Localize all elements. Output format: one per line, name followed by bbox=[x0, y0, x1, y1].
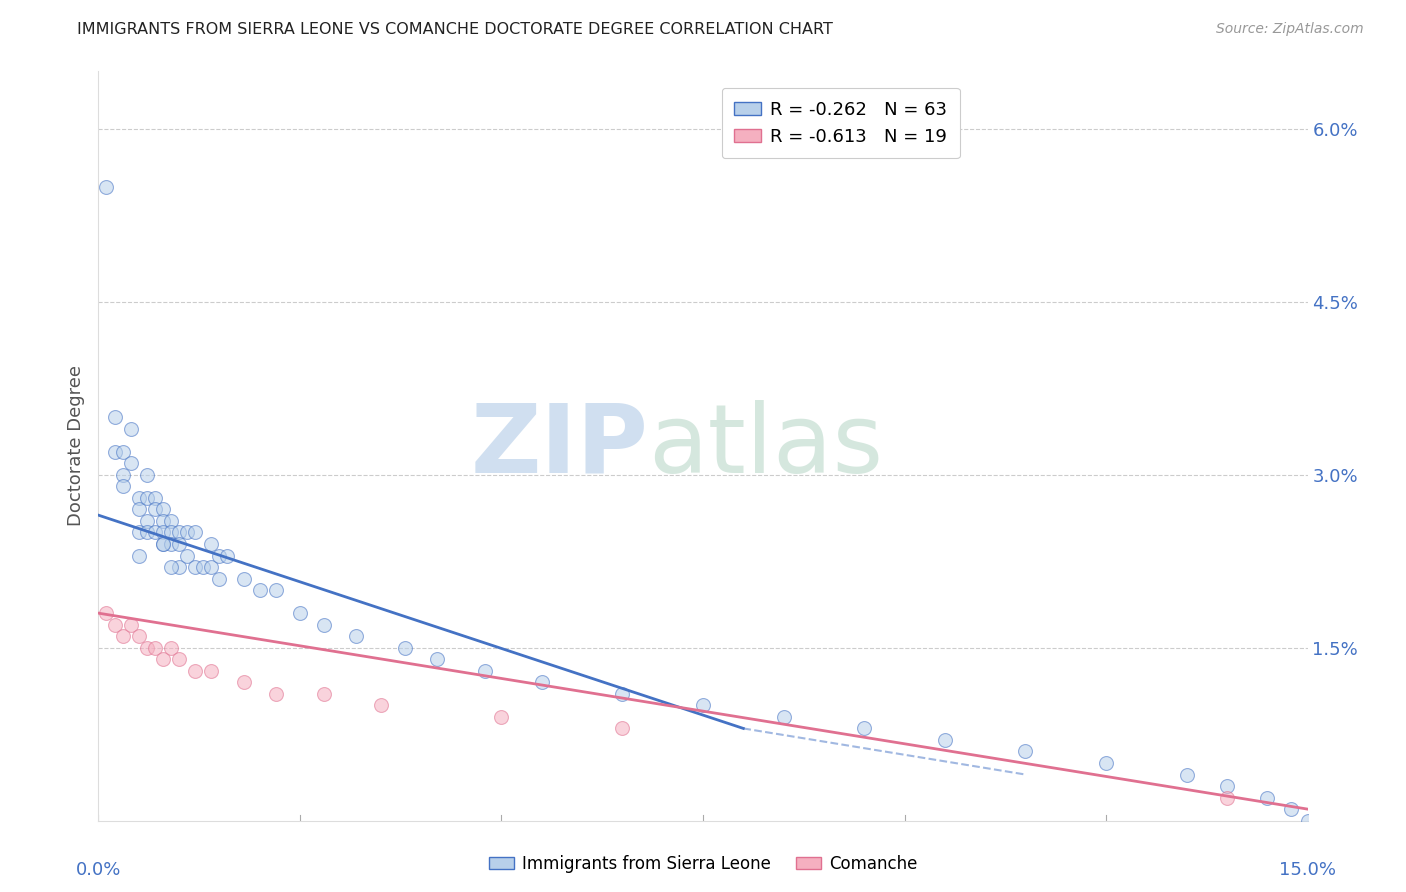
Text: Source: ZipAtlas.com: Source: ZipAtlas.com bbox=[1216, 22, 1364, 37]
Point bbox=[160, 525, 183, 540]
Point bbox=[96, 179, 118, 194]
Point bbox=[167, 525, 190, 540]
Point bbox=[249, 583, 271, 598]
Point bbox=[491, 710, 513, 724]
Point bbox=[426, 652, 449, 666]
Point bbox=[111, 467, 134, 482]
Point bbox=[314, 687, 336, 701]
Point bbox=[111, 444, 134, 458]
Point bbox=[143, 491, 166, 505]
Point bbox=[1281, 802, 1303, 816]
Point bbox=[152, 502, 174, 516]
Point bbox=[772, 710, 794, 724]
Point bbox=[167, 537, 190, 551]
Point bbox=[160, 560, 183, 574]
Point bbox=[135, 640, 157, 655]
Point bbox=[128, 629, 150, 643]
Point bbox=[1216, 790, 1239, 805]
Point bbox=[288, 606, 311, 620]
Text: atlas: atlas bbox=[648, 400, 884, 492]
Legend: Immigrants from Sierra Leone, Comanche: Immigrants from Sierra Leone, Comanche bbox=[482, 848, 924, 880]
Point bbox=[103, 617, 125, 632]
Point bbox=[314, 617, 336, 632]
Point bbox=[692, 698, 714, 713]
Point bbox=[612, 687, 634, 701]
Point bbox=[474, 664, 496, 678]
Point bbox=[200, 560, 222, 574]
Point bbox=[120, 617, 142, 632]
Point bbox=[135, 525, 157, 540]
Point bbox=[135, 467, 157, 482]
Point bbox=[232, 675, 254, 690]
Point bbox=[193, 560, 215, 574]
Point bbox=[128, 525, 150, 540]
Point bbox=[1296, 814, 1319, 828]
Point bbox=[167, 652, 190, 666]
Point bbox=[612, 722, 634, 736]
Point bbox=[160, 514, 183, 528]
Point bbox=[934, 733, 956, 747]
Point bbox=[128, 491, 150, 505]
Text: 0.0%: 0.0% bbox=[76, 861, 121, 879]
Text: ZIP: ZIP bbox=[471, 400, 648, 492]
Point bbox=[143, 525, 166, 540]
Point bbox=[128, 549, 150, 563]
Point bbox=[143, 502, 166, 516]
Point bbox=[167, 560, 190, 574]
Point bbox=[143, 640, 166, 655]
Point bbox=[152, 514, 174, 528]
Point bbox=[232, 572, 254, 586]
Point bbox=[853, 722, 876, 736]
Point bbox=[160, 640, 183, 655]
Y-axis label: Doctorate Degree: Doctorate Degree bbox=[66, 366, 84, 526]
Point bbox=[176, 549, 198, 563]
Point bbox=[152, 525, 174, 540]
Point bbox=[1014, 744, 1036, 758]
Point bbox=[184, 560, 207, 574]
Point bbox=[152, 537, 174, 551]
Point bbox=[200, 537, 222, 551]
Point bbox=[120, 422, 142, 436]
Point bbox=[184, 525, 207, 540]
Point bbox=[530, 675, 553, 690]
Point bbox=[152, 537, 174, 551]
Point bbox=[96, 606, 118, 620]
Point bbox=[394, 640, 416, 655]
Point bbox=[111, 629, 134, 643]
Point bbox=[103, 410, 125, 425]
Point bbox=[370, 698, 392, 713]
Point bbox=[208, 549, 231, 563]
Point bbox=[152, 652, 174, 666]
Point bbox=[103, 444, 125, 458]
Point bbox=[1216, 779, 1239, 793]
Point bbox=[120, 456, 142, 470]
Point bbox=[111, 479, 134, 493]
Point bbox=[135, 491, 157, 505]
Point bbox=[176, 525, 198, 540]
Point bbox=[208, 572, 231, 586]
Point bbox=[1175, 767, 1198, 781]
Point bbox=[1095, 756, 1118, 770]
Point bbox=[264, 583, 287, 598]
Point bbox=[344, 629, 367, 643]
Point bbox=[1256, 790, 1278, 805]
Legend: R = -0.262   N = 63, R = -0.613   N = 19: R = -0.262 N = 63, R = -0.613 N = 19 bbox=[721, 88, 960, 158]
Point bbox=[200, 664, 222, 678]
Point bbox=[264, 687, 287, 701]
Text: IMMIGRANTS FROM SIERRA LEONE VS COMANCHE DOCTORATE DEGREE CORRELATION CHART: IMMIGRANTS FROM SIERRA LEONE VS COMANCHE… bbox=[77, 22, 834, 37]
Point bbox=[184, 664, 207, 678]
Point bbox=[128, 502, 150, 516]
Text: 15.0%: 15.0% bbox=[1279, 861, 1336, 879]
Point bbox=[217, 549, 239, 563]
Point bbox=[135, 514, 157, 528]
Point bbox=[160, 537, 183, 551]
